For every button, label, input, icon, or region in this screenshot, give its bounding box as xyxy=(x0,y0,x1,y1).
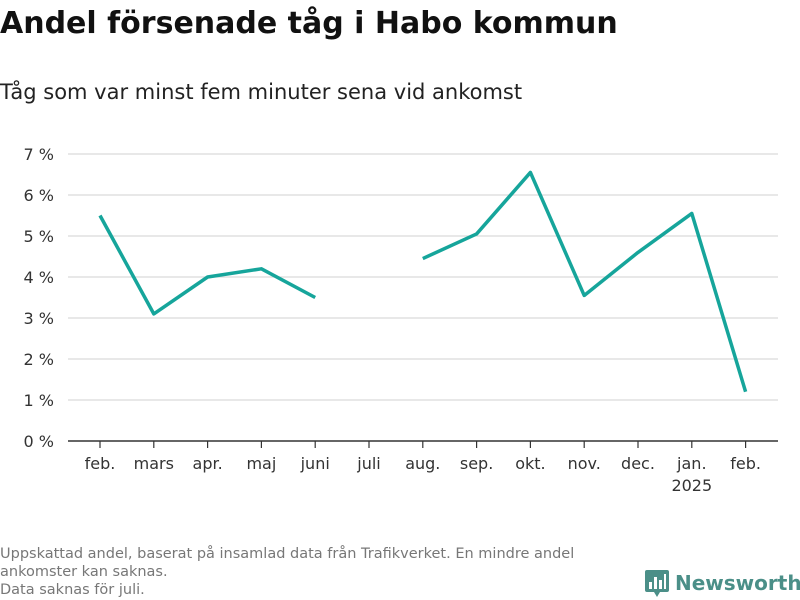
data-series xyxy=(98,170,748,393)
y-tick-label: 4 % xyxy=(24,268,54,287)
series-line-segment xyxy=(422,170,748,393)
x-tick-label: nov. xyxy=(568,454,601,473)
series-line-segment xyxy=(98,214,317,316)
y-tick-label: 5 % xyxy=(24,227,54,246)
x-tick-label: apr. xyxy=(193,454,223,473)
chart-title: Andel försenade tåg i Habo kommun xyxy=(0,6,618,41)
x-tick-label: aug. xyxy=(405,454,440,473)
y-tick-label: 3 % xyxy=(24,309,54,328)
chart-subtitle: Tåg som var minst fem minuter sena vid a… xyxy=(0,80,523,104)
footnote: Uppskattad andel, baserat på insamlad da… xyxy=(0,545,640,599)
y-axis-tick-labels: 0 % 1 % 2 % 3 % 4 % 5 % 6 % 7 % xyxy=(24,145,54,451)
x-tick-label: okt. xyxy=(515,454,545,473)
x-tick-label: feb. xyxy=(85,454,116,473)
x-tick-label: juli xyxy=(356,454,380,473)
x-tick-label: juni xyxy=(300,454,330,473)
footnote-line-1: Uppskattad andel, baserat på insamlad da… xyxy=(0,546,575,580)
x-tick-label: sep. xyxy=(460,454,493,473)
x-tick-label: dec. xyxy=(621,454,655,473)
x-axis-ticks: feb. mars apr. maj juni juli aug. sep. okt. nov. d… xyxy=(85,441,761,495)
brand-name: Newsworthy xyxy=(675,571,800,595)
x-tick-label: jan. xyxy=(676,454,706,473)
footnote-line-2: Data saknas för juli. xyxy=(0,582,145,598)
y-tick-label: 1 % xyxy=(24,391,54,410)
x-tick-label: maj xyxy=(246,454,276,473)
x-tick-label: feb. xyxy=(730,454,761,473)
grid-lines xyxy=(68,153,778,401)
bar-chart-logo-icon xyxy=(645,570,669,597)
y-tick-label: 0 % xyxy=(24,432,54,451)
brand-logo: Newsworthy xyxy=(645,568,800,598)
y-tick-label: 6 % xyxy=(24,186,54,205)
y-tick-label: 2 % xyxy=(24,350,54,369)
x-year-label: 2025 xyxy=(671,476,712,495)
y-tick-label: 7 % xyxy=(24,145,54,164)
x-tick-label: mars xyxy=(134,454,174,473)
line-chart: 0 % 1 % 2 % 3 % 4 % 5 % 6 % 7 % feb. mars apr. maj… xyxy=(24,145,778,495)
